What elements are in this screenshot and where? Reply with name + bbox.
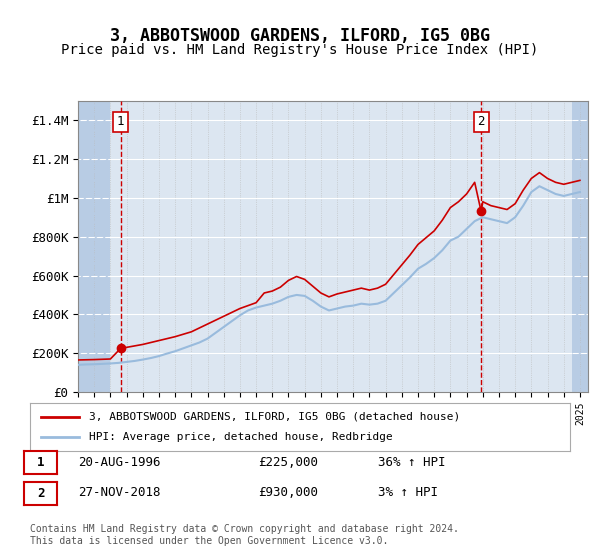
Bar bbox=[572, 101, 588, 392]
Text: 3, ABBOTSWOOD GARDENS, ILFORD, IG5 0BG: 3, ABBOTSWOOD GARDENS, ILFORD, IG5 0BG bbox=[110, 27, 490, 45]
Text: 2: 2 bbox=[37, 487, 44, 500]
Text: 3, ABBOTSWOOD GARDENS, ILFORD, IG5 0BG (detached house): 3, ABBOTSWOOD GARDENS, ILFORD, IG5 0BG (… bbox=[89, 412, 461, 422]
Text: 3% ↑ HPI: 3% ↑ HPI bbox=[378, 486, 438, 500]
Text: £225,000: £225,000 bbox=[258, 455, 318, 469]
Text: 36% ↑ HPI: 36% ↑ HPI bbox=[378, 455, 445, 469]
Text: £930,000: £930,000 bbox=[258, 486, 318, 500]
Bar bbox=[78, 101, 110, 392]
Text: HPI: Average price, detached house, Redbridge: HPI: Average price, detached house, Redb… bbox=[89, 432, 393, 442]
Text: 20-AUG-1996: 20-AUG-1996 bbox=[78, 455, 161, 469]
Bar bbox=[572, 101, 588, 392]
Text: 1: 1 bbox=[37, 456, 44, 469]
Text: 1: 1 bbox=[117, 115, 124, 128]
Text: 2: 2 bbox=[478, 115, 485, 128]
Text: 27-NOV-2018: 27-NOV-2018 bbox=[78, 486, 161, 500]
Text: Contains HM Land Registry data © Crown copyright and database right 2024.
This d: Contains HM Land Registry data © Crown c… bbox=[30, 524, 459, 546]
Text: Price paid vs. HM Land Registry's House Price Index (HPI): Price paid vs. HM Land Registry's House … bbox=[61, 44, 539, 58]
Bar bbox=[78, 101, 110, 392]
